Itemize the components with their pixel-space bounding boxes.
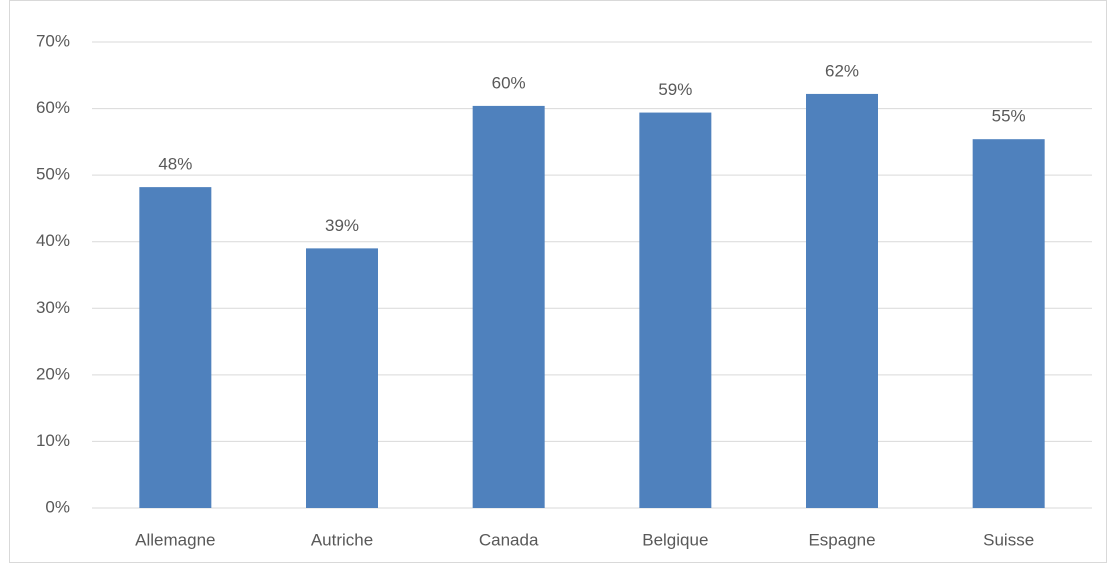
x-tick-label: Autriche — [311, 530, 373, 549]
x-tick-label: Suisse — [983, 530, 1034, 549]
bar — [806, 93, 878, 508]
y-tick-label: 0% — [45, 497, 70, 516]
value-label: 59% — [658, 80, 692, 99]
bar — [139, 187, 212, 508]
y-tick-label: 10% — [36, 431, 70, 450]
y-tick-label: 30% — [36, 298, 70, 317]
value-label: 60% — [492, 73, 526, 92]
bar — [306, 248, 378, 508]
x-tick-label: Canada — [479, 530, 539, 549]
y-tick-label: 20% — [36, 364, 70, 383]
y-tick-label: 70% — [36, 31, 70, 50]
value-label: 55% — [992, 107, 1026, 126]
bar — [972, 139, 1045, 509]
x-tick-label: Belgique — [642, 530, 708, 549]
value-label: 48% — [158, 155, 192, 174]
y-tick-label: 40% — [36, 231, 70, 250]
y-tick-label: 60% — [36, 98, 70, 117]
x-tick-label: Espagne — [808, 530, 875, 549]
y-tick-label: 50% — [36, 165, 70, 184]
x-tick-label: Allemagne — [135, 530, 215, 549]
value-label: 62% — [825, 61, 859, 80]
bar — [472, 105, 545, 508]
bar — [639, 112, 712, 509]
value-label: 39% — [325, 216, 359, 235]
